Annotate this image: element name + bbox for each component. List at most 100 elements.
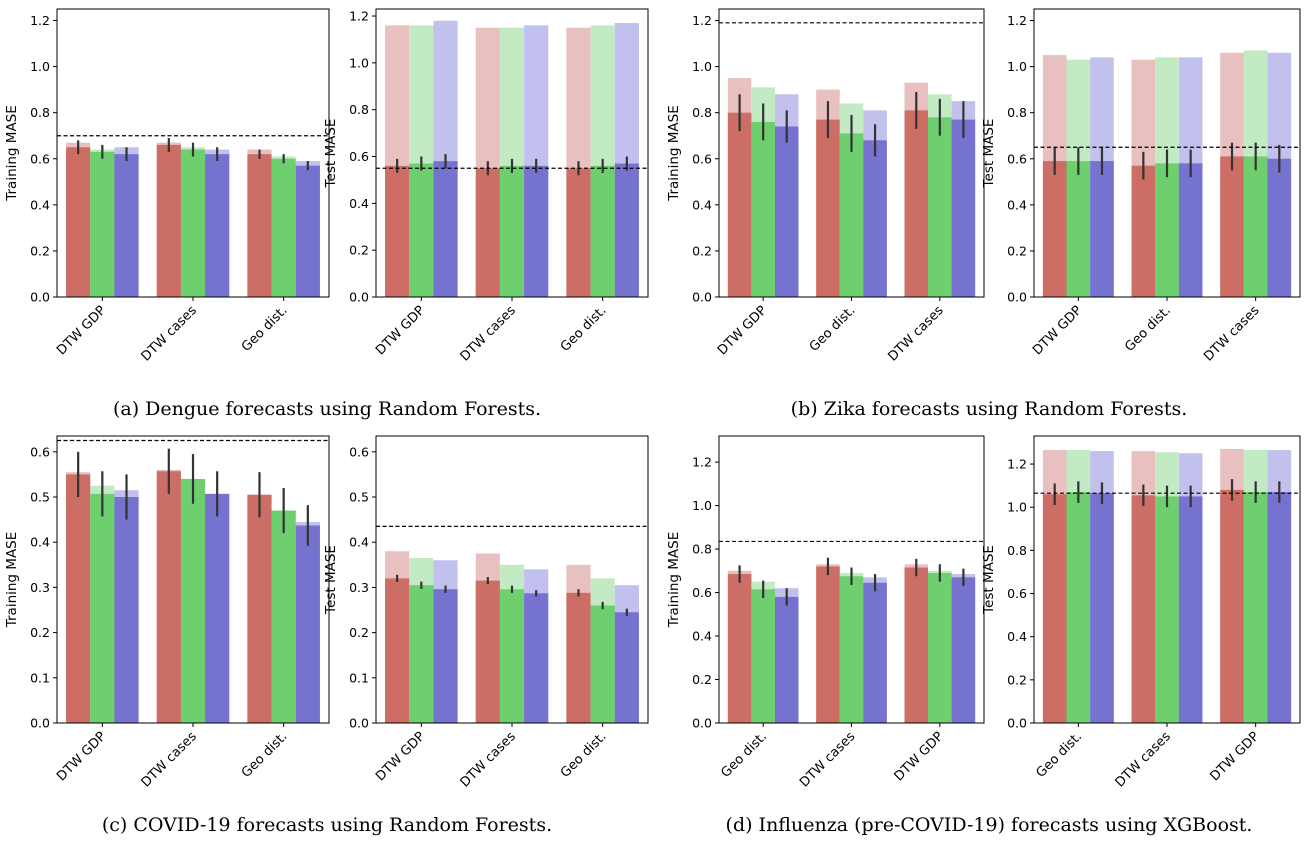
ytick-label-a-test: 0.6 — [349, 149, 369, 164]
xtick-label-c-test: DTW cases — [458, 729, 519, 790]
bar-solid-a-train-s1-c1 — [180, 149, 206, 297]
ytick-label-a-train: 0.8 — [30, 105, 50, 120]
xtick-label-a-test: DTW GDP — [373, 303, 428, 358]
ytick-label-b-train: 0.6 — [692, 151, 712, 166]
bar-solid-b-test-s1-c1 — [1155, 163, 1179, 297]
caption-d: (d) Influenza (pre-COVID-19) forecasts u… — [726, 814, 1253, 836]
bar-solid-d-train-s1-c0 — [751, 589, 775, 723]
bar-solid-d-test-s1-c0 — [1066, 492, 1091, 723]
bar-solid-c-test-s1-c0 — [409, 585, 434, 723]
bar-solid-b-train-s0-c2 — [904, 110, 929, 297]
xtick-label-a-train: DTW GDP — [54, 303, 109, 358]
ytick-label-a-train: 0.0 — [30, 290, 50, 305]
ytick-label-d-test: 1.2 — [1007, 457, 1027, 472]
bar-solid-c-test-s2-c1 — [524, 593, 549, 723]
bar-solid-c-test-s2-c2 — [614, 612, 639, 723]
bar-solid-a-test-s1-c0 — [409, 163, 434, 297]
ytick-label-a-test: 0.8 — [349, 102, 369, 117]
ytick-label-d-test: 0.0 — [1007, 716, 1027, 731]
caption-a: (a) Dengue forecasts using Random Forest… — [113, 398, 541, 420]
ytick-label-c-train: 0.4 — [30, 535, 50, 550]
ylabel-a-train: Training MASE — [4, 105, 20, 202]
bar-solid-d-test-s2-c2 — [1267, 492, 1292, 723]
ytick-label-b-test: 1.0 — [1007, 59, 1027, 74]
ytick-label-a-test: 0.2 — [349, 243, 369, 258]
xtick-label-a-test: DTW cases — [458, 303, 519, 364]
ytick-label-b-test: 0.2 — [1007, 243, 1027, 258]
xtick-label-b-train: DTW GDP — [715, 303, 770, 358]
xtick-label-d-train: DTW GDP — [892, 729, 947, 784]
xtick-label-c-train: DTW GDP — [54, 729, 109, 784]
bar-solid-a-train-s0-c1 — [156, 144, 181, 297]
ytick-label-b-train: 0.2 — [692, 243, 712, 258]
bar-solid-d-test-s1-c2 — [1243, 492, 1268, 723]
bar-solid-b-train-s1-c2 — [928, 117, 952, 298]
bar-solid-a-train-s2-c1 — [205, 154, 230, 297]
caption-b: (b) Zika forecasts using Random Forests. — [791, 398, 1188, 420]
ytick-label-a-train: 1.2 — [30, 13, 50, 28]
xtick-label-b-test: DTW GDP — [1030, 303, 1085, 358]
xtick-label-b-train: DTW cases — [885, 303, 946, 364]
ytick-label-b-train: 1.2 — [692, 13, 712, 28]
bar-solid-d-train-s0-c1 — [816, 566, 840, 723]
ytick-label-c-test: 0.6 — [349, 444, 369, 459]
ytick-label-c-test: 0.4 — [349, 535, 369, 550]
ytick-label-b-test: 0.4 — [1007, 197, 1027, 212]
xtick-label-b-train: Geo dist. — [807, 303, 859, 355]
bar-solid-b-test-s0-c0 — [1042, 161, 1067, 297]
panel-d-test: 0.0 0.2 0.4 0.6 0.8 1.0 1.2 Test MASE Geo dist. D… — [981, 435, 1301, 790]
ytick-label-c-train: 0.1 — [30, 670, 50, 685]
bar-solid-c-train-s2-c2 — [295, 525, 320, 723]
xtick-label-a-test: Geo dist. — [558, 303, 610, 355]
bar-solid-b-test-s2-c1 — [1178, 163, 1203, 297]
ytick-label-b-train: 1.0 — [692, 59, 712, 74]
ylabel-d-train: Training MASE — [666, 532, 682, 629]
ytick-label-d-test: 0.8 — [1007, 543, 1027, 558]
plots-layer: 0.0 0.2 0.4 0.6 0.8 1.0 1.2 Training MASE DTW GD… — [4, 8, 1301, 790]
bar-solid-a-test-s1-c2 — [590, 165, 615, 297]
xtick-label-d-test: Geo dist. — [1034, 729, 1086, 781]
bar-solid-a-train-s1-c2 — [271, 158, 296, 297]
ytick-label-a-train: 0.4 — [30, 197, 50, 212]
bar-solid-c-train-s1-c2 — [271, 510, 296, 723]
ytick-label-d-train: 0.4 — [692, 629, 712, 644]
bar-solid-a-train-s2-c0 — [114, 154, 139, 297]
bar-solid-c-train-s0-c0 — [66, 474, 91, 723]
ytick-label-d-train: 1.2 — [692, 455, 712, 470]
bar-solid-b-train-s2-c0 — [774, 126, 799, 297]
bar-solid-a-test-s2-c2 — [614, 163, 639, 297]
ytick-label-d-test: 0.6 — [1007, 586, 1027, 601]
bar-solid-b-test-s2-c0 — [1090, 161, 1114, 297]
panel-a-test: 0.0 0.2 0.4 0.6 0.8 1.0 1.2 Test MASE DTW GDP DTW… — [323, 8, 649, 364]
ytick-label-b-test: 0.0 — [1007, 290, 1027, 305]
ytick-label-a-test: 1.0 — [349, 55, 369, 70]
ytick-label-d-train: 0.2 — [692, 672, 712, 687]
panel-d-train: 0.0 0.2 0.4 0.6 0.8 1.0 1.2 Training MASE Geo di… — [666, 435, 985, 790]
ytick-label-d-train: 0.6 — [692, 585, 712, 600]
bar-solid-c-train-s0-c2 — [247, 494, 272, 723]
bar-solid-c-train-s2-c1 — [205, 493, 230, 723]
bar-solid-c-test-s0-c0 — [385, 578, 410, 723]
xtick-label-c-train: Geo dist. — [239, 729, 291, 781]
ylabel-d-test: Test MASE — [981, 545, 997, 615]
ytick-label-c-train: 0.5 — [30, 490, 50, 505]
ytick-label-b-train: 0.8 — [692, 105, 712, 120]
bar-solid-a-train-s0-c2 — [247, 154, 272, 297]
bar-solid-c-test-s2-c0 — [433, 589, 458, 723]
ylabel-b-train: Training MASE — [666, 105, 682, 202]
bar-solid-b-test-s0-c2 — [1220, 156, 1244, 297]
bar-solid-a-train-s0-c0 — [66, 147, 91, 297]
bar-solid-c-test-s0-c1 — [475, 580, 500, 723]
xtick-label-d-test: DTW GDP — [1207, 729, 1262, 784]
bar-solid-a-test-s0-c1 — [475, 168, 500, 297]
bar-solid-a-test-s1-c1 — [499, 165, 525, 297]
caption-c: (c) COVID-19 forecasts using Random Fore… — [102, 814, 552, 836]
ylabel-c-test: Test MASE — [323, 545, 339, 615]
ytick-label-a-train: 0.2 — [30, 243, 50, 258]
ytick-label-a-test: 0.4 — [349, 196, 369, 211]
xtick-label-b-test: DTW cases — [1201, 303, 1262, 364]
bar-solid-a-test-s0-c0 — [385, 165, 410, 297]
ylabel-c-train: Training MASE — [4, 532, 20, 629]
ytick-label-d-test: 1.0 — [1007, 500, 1027, 515]
ytick-label-d-train: 0.8 — [692, 542, 712, 557]
